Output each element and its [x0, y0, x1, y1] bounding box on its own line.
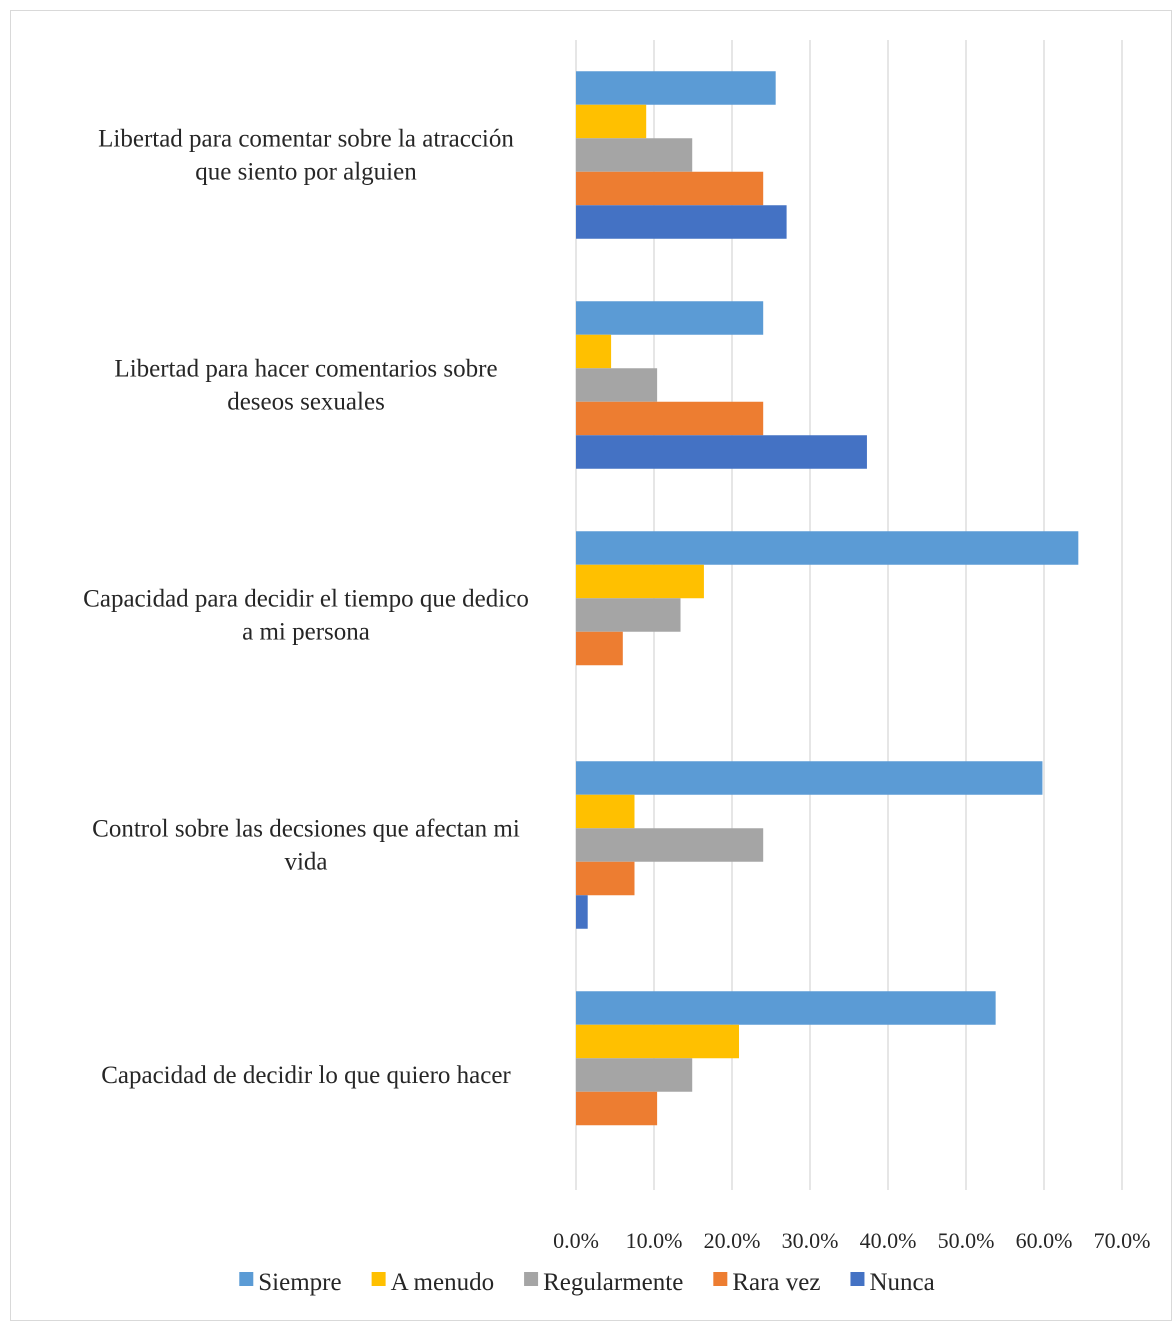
category-label: Capacidad de decidir lo que quiero hacer — [101, 1062, 511, 1089]
bar-nunca — [576, 435, 867, 469]
bar-siempre — [576, 301, 764, 335]
category-label: Libertad para hacer comentarios sobre des… — [114, 356, 497, 416]
legend-swatch — [239, 1272, 254, 1286]
bar-rara-vez — [576, 631, 623, 666]
bar-a-menudo — [576, 104, 647, 139]
x-tick-label: 60.0% — [1016, 1228, 1073, 1253]
bar-a-menudo — [576, 794, 635, 829]
bar-siempre — [576, 531, 1079, 565]
legend-swatch — [850, 1272, 865, 1286]
bar-siempre — [576, 71, 776, 105]
category-group — [576, 761, 1043, 929]
legend-label: A menudo — [391, 1269, 494, 1296]
legend-label: Nunca — [869, 1269, 934, 1296]
bar-regularmente — [576, 598, 681, 632]
bar-siempre — [576, 761, 1043, 795]
legend-swatch — [371, 1272, 386, 1286]
legend: Siempre A menudo Regularmente Rara vez Nunca — [239, 1269, 935, 1296]
x-tick-label: 20.0% — [704, 1228, 761, 1253]
bar-regularmente — [576, 368, 658, 402]
bar-rara-vez — [576, 401, 764, 436]
bar-nunca — [576, 895, 588, 929]
legend-swatch — [713, 1272, 728, 1286]
x-tick-label: 30.0% — [782, 1228, 839, 1253]
category-label: Control sobre las decsiones que afectan … — [92, 816, 520, 876]
bar-a-menudo — [576, 564, 704, 599]
bar-a-menudo — [576, 334, 612, 369]
x-tick-label: 10.0% — [626, 1228, 683, 1253]
bar-a-menudo — [576, 1024, 740, 1059]
category-group — [576, 531, 1079, 666]
bar-rara-vez — [576, 1091, 658, 1126]
bar-rara-vez — [576, 861, 635, 896]
x-tick-label: 0.0% — [553, 1228, 599, 1253]
bar-nunca — [576, 205, 787, 239]
bar-regularmente — [576, 1058, 693, 1092]
legend-label: Siempre — [258, 1269, 341, 1296]
category-group — [576, 71, 787, 239]
x-tick-label: 50.0% — [938, 1228, 995, 1253]
x-tick-label: 40.0% — [860, 1228, 917, 1253]
category-label: Libertad para comentar sobre la atracció… — [98, 126, 514, 186]
category-group — [576, 301, 867, 469]
legend-label: Regularmente — [543, 1269, 683, 1296]
category-group — [576, 991, 996, 1126]
bar-regularmente — [576, 138, 693, 172]
bar-rara-vez — [576, 171, 764, 206]
x-tick-label: 70.0% — [1094, 1228, 1151, 1253]
bar-siempre — [576, 991, 996, 1025]
bar-regularmente — [576, 828, 764, 862]
legend-label: Rara vez — [732, 1269, 820, 1296]
legend-swatch — [524, 1272, 539, 1286]
category-label: Capacidad para decidir el tiempo que ded… — [83, 586, 529, 646]
